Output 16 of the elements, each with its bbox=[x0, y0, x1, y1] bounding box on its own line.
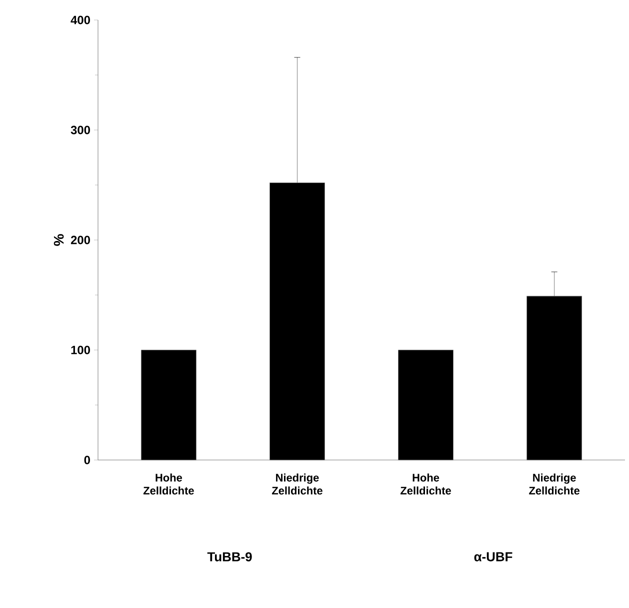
y-tick-label: 400 bbox=[70, 16, 90, 24]
x-tick-label: Niedrige Zelldichte bbox=[272, 474, 322, 495]
x-tick-label: Hohe Zelldichte bbox=[143, 474, 194, 495]
text: α-UBF bbox=[474, 552, 512, 562]
bar bbox=[270, 182, 325, 460]
text: TuBB-9 bbox=[207, 552, 252, 562]
bar bbox=[140, 350, 196, 460]
x-tick-label: Hohe Zelldichte bbox=[400, 474, 451, 495]
bar bbox=[526, 296, 582, 460]
bar bbox=[398, 350, 454, 460]
y-tick-label: 0 bbox=[84, 456, 90, 464]
y-axis-title: % bbox=[54, 234, 64, 246]
y-tick-label: 200 bbox=[70, 236, 90, 244]
x-tick-label: Niedrige Zelldichte bbox=[529, 474, 580, 495]
y-tick-label: 300 bbox=[70, 126, 90, 134]
y-tick-label: 100 bbox=[71, 346, 90, 354]
